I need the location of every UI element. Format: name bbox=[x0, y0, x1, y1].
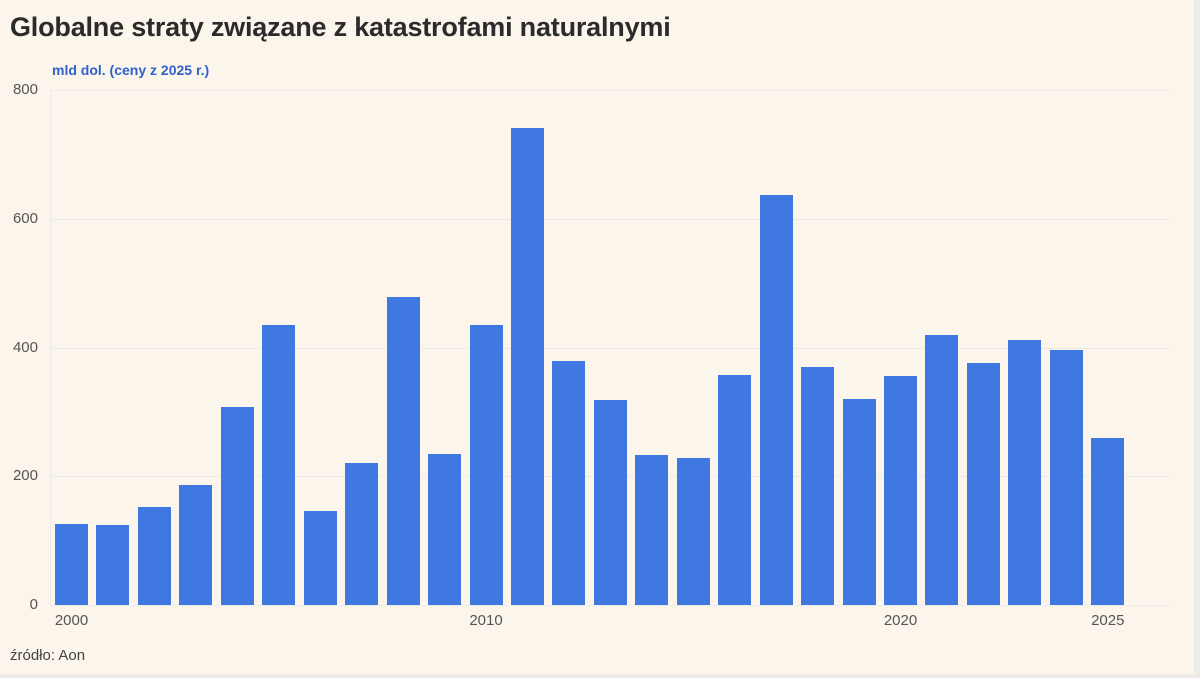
bar-2019[interactable] bbox=[842, 399, 876, 605]
bar-2004[interactable] bbox=[220, 407, 254, 605]
bar-2001[interactable] bbox=[96, 525, 130, 605]
bar-2017[interactable] bbox=[759, 194, 793, 605]
bar-2024[interactable] bbox=[1049, 350, 1083, 605]
plot-area bbox=[50, 90, 1170, 606]
bar-2015[interactable] bbox=[676, 458, 710, 605]
bar-2000[interactable] bbox=[55, 523, 88, 605]
bar-2007[interactable] bbox=[345, 463, 379, 605]
y-tick-label: 200 bbox=[12, 467, 38, 485]
bar-2012[interactable] bbox=[552, 361, 586, 605]
bar-2023[interactable] bbox=[1008, 340, 1042, 605]
y-tick-label: 600 bbox=[12, 209, 38, 227]
bar-2022[interactable] bbox=[966, 362, 1000, 605]
bar-2010[interactable] bbox=[469, 324, 503, 605]
bar-2016[interactable] bbox=[718, 375, 752, 605]
bar-2025[interactable] bbox=[1091, 438, 1125, 605]
bar-2005[interactable] bbox=[262, 324, 296, 605]
chart-title: Globalne straty związane z katastrofami … bbox=[10, 12, 671, 42]
bar-2014[interactable] bbox=[635, 455, 669, 605]
x-tick-label: 2025 bbox=[1091, 612, 1125, 629]
bar-2006[interactable] bbox=[303, 511, 337, 605]
gridline bbox=[50, 605, 1170, 606]
bar-2018[interactable] bbox=[801, 367, 835, 605]
x-tick-label: 2020 bbox=[883, 612, 918, 629]
unit-label: mld dol. (ceny z 2025 r.) bbox=[52, 62, 210, 78]
bar-2021[interactable] bbox=[925, 335, 959, 605]
x-tick-label: 2000 bbox=[54, 612, 89, 629]
gridline bbox=[50, 347, 1170, 349]
bar-2003[interactable] bbox=[179, 485, 213, 605]
y-tick-label: 800 bbox=[12, 81, 38, 98]
source-note: źródło: Aon bbox=[10, 647, 86, 664]
y-tick-label: 400 bbox=[12, 338, 38, 356]
bar-2008[interactable] bbox=[386, 297, 420, 605]
gridline bbox=[50, 218, 1170, 220]
bar-2013[interactable] bbox=[593, 400, 627, 605]
y-tick-label: 0 bbox=[29, 596, 38, 613]
x-tick-label: 2010 bbox=[469, 612, 503, 629]
bar-2002[interactable] bbox=[137, 507, 171, 605]
bar-2011[interactable] bbox=[510, 127, 544, 605]
gridline bbox=[50, 90, 1170, 91]
bar-2009[interactable] bbox=[428, 454, 462, 605]
bar-2020[interactable] bbox=[884, 375, 917, 605]
